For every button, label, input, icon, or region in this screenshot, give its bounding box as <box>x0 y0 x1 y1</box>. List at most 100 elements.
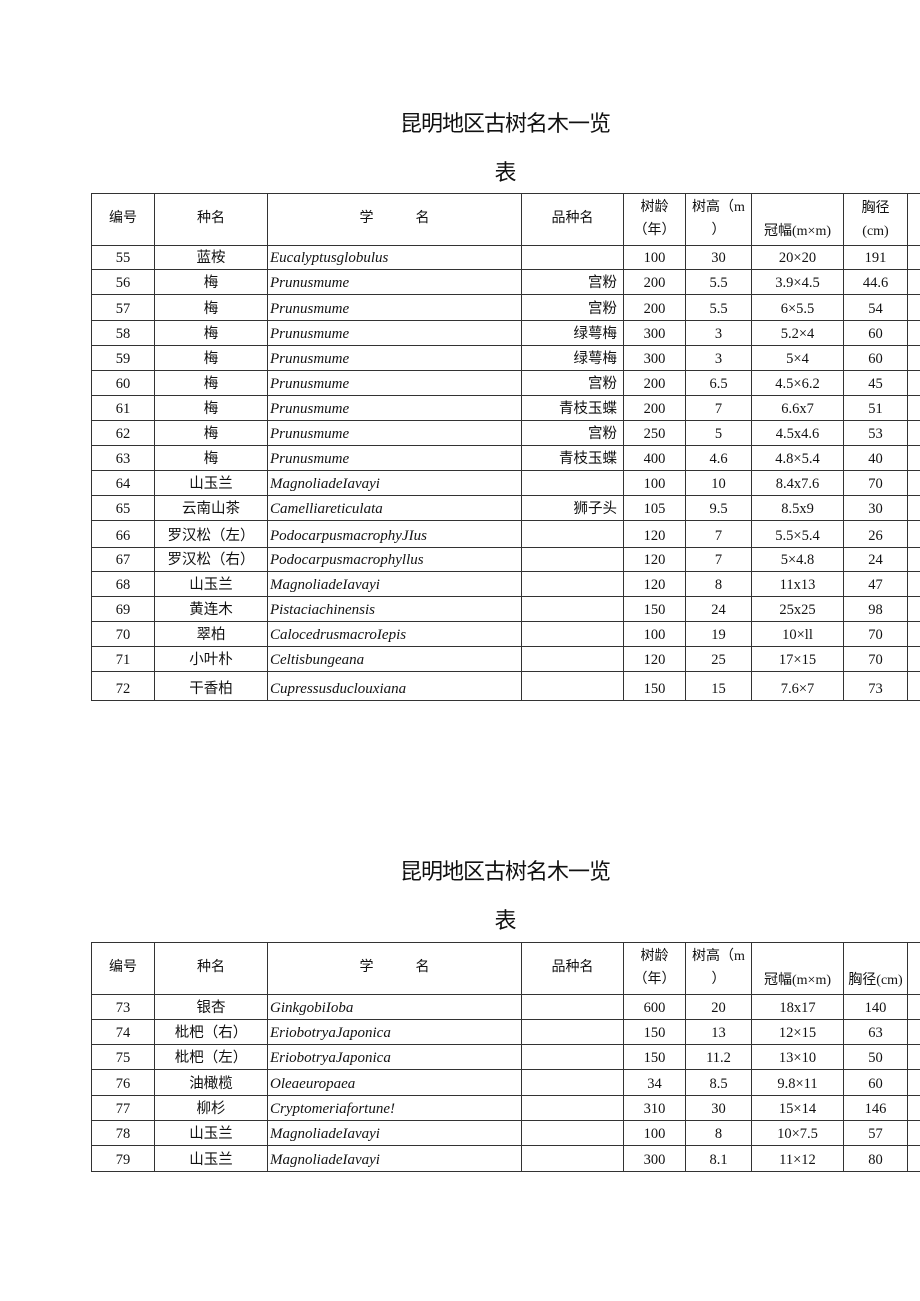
table-row: 67 罗汉松（右） Podocarpusmacrophyllus 120 7 5×4.8 2… <box>91 547 920 572</box>
cell-age: 200 <box>623 269 686 295</box>
cell-species: 油橄榄 <box>154 1069 268 1096</box>
cell-age: 300 <box>623 1145 686 1172</box>
cell-species: 云南山茶 <box>154 495 268 521</box>
cell-crown: 8.4x7.6 <box>751 470 844 496</box>
header-crown: 冠幅(m×m) <box>751 942 844 995</box>
cell-height: 7 <box>685 547 752 572</box>
cell-scientific-name: Prunusmume <box>267 445 522 471</box>
header-row: 编号 种名学 名品种名 树龄 （年） 树高（m ）冠幅(m×m) 胸径 (cm) <box>91 193 920 246</box>
cell-scientific-name: Prunusmume <box>267 370 522 396</box>
cell-variety <box>521 1120 624 1146</box>
header-crown: 冠幅(m×m) <box>751 193 844 246</box>
cell-crown: 17×15 <box>751 646 844 672</box>
cell-id: 73 <box>91 994 155 1020</box>
cell-extra <box>907 547 920 572</box>
cell-id: 74 <box>91 1019 155 1045</box>
cell-scientific-name: Podocarpusmacrophyllus <box>267 547 522 572</box>
table-row: 69 黄连木 Pistaciachinensis 150 24 25x25 98 <box>91 596 920 622</box>
cell-scientific-name: MagnoliadeIavayi <box>267 470 522 496</box>
header-height: 树高（m ） <box>685 193 752 246</box>
header-species: 种名 <box>154 193 268 246</box>
cell-variety <box>521 1069 624 1096</box>
cell-id: 56 <box>91 269 155 295</box>
cell-extra <box>907 1044 920 1070</box>
cell-height: 30 <box>685 1095 752 1121</box>
cell-crown: 5.5×5.4 <box>751 520 844 548</box>
cell-scientific-name: MagnoliadeIavayi <box>267 1120 522 1146</box>
cell-age: 310 <box>623 1095 686 1121</box>
cell-extra <box>907 395 920 421</box>
cell-crown: 18x17 <box>751 994 844 1020</box>
cell-dbh: 57 <box>843 1120 908 1146</box>
cell-variety: 绿萼梅 <box>521 345 624 371</box>
cell-age: 100 <box>623 621 686 647</box>
cell-species: 梅 <box>154 445 268 471</box>
table-1-title: 昆明地区古树名木一览 <box>399 112 611 137</box>
cell-crown: 4.5×6.2 <box>751 370 844 396</box>
cell-species: 黄连木 <box>154 596 268 622</box>
cell-variety <box>521 1145 624 1172</box>
cell-dbh: 80 <box>843 1145 908 1172</box>
cell-scientific-name: Prunusmume <box>267 420 522 446</box>
cell-height: 7 <box>685 520 752 548</box>
cell-variety: 绿萼梅 <box>521 320 624 346</box>
cell-dbh: 191 <box>843 245 908 270</box>
cell-age: 300 <box>623 345 686 371</box>
cell-extra <box>907 1120 920 1146</box>
cell-scientific-name: Camelliareticulata <box>267 495 522 521</box>
cell-height: 8.5 <box>685 1069 752 1096</box>
cell-age: 120 <box>623 547 686 572</box>
cell-age: 120 <box>623 520 686 548</box>
cell-variety: 宫粉 <box>521 294 624 321</box>
cell-height: 19 <box>685 621 752 647</box>
cell-scientific-name: Celtisbungeana <box>267 646 522 672</box>
cell-dbh: 50 <box>843 1044 908 1070</box>
cell-extra <box>907 470 920 496</box>
cell-crown: 10×7.5 <box>751 1120 844 1146</box>
ancient-trees-table-1: 编号 种名学 名品种名 树龄 （年） 树高（m ）冠幅(m×m) 胸径 (cm) 55 蓝桉… <box>91 193 920 701</box>
cell-age: 100 <box>623 245 686 270</box>
table-row: 71 小叶朴 Celtisbungeana 120 25 17×15 70 <box>91 646 920 672</box>
cell-variety <box>521 1095 624 1121</box>
cell-age: 300 <box>623 320 686 346</box>
cell-variety <box>521 245 624 270</box>
cell-dbh: 98 <box>843 596 908 622</box>
table-row: 59 梅 Prunusmume 绿萼梅 300 3 5×4 60 <box>91 345 920 371</box>
cell-variety <box>521 671 624 701</box>
cell-extra <box>907 571 920 597</box>
table-row: 65 云南山茶 Camelliareticulata 狮子头 105 9.5 8.5x9 30 <box>91 495 920 521</box>
cell-age: 200 <box>623 294 686 321</box>
cell-id: 71 <box>91 646 155 672</box>
cell-scientific-name: Cryptomeriafortune! <box>267 1095 522 1121</box>
cell-variety <box>521 1044 624 1070</box>
table-row: 56 梅 Prunusmume 宫粉 200 5.5 3.9×4.5 44.6 <box>91 269 920 295</box>
cell-dbh: 45 <box>843 370 908 396</box>
cell-id: 78 <box>91 1120 155 1146</box>
cell-species: 梅 <box>154 395 268 421</box>
cell-species: 山玉兰 <box>154 1120 268 1146</box>
ancient-trees-table-2: 编号 种名学 名品种名 树龄 （年） 树高（m ）冠幅(m×m) 胸径(cm) 73 银杏 G… <box>91 942 920 1172</box>
cell-scientific-name: Oleaeuropaea <box>267 1069 522 1096</box>
cell-crown: 5×4.8 <box>751 547 844 572</box>
cell-crown: 4.8×5.4 <box>751 445 844 471</box>
table-row: 60 梅 Prunusmume 宫粉 200 6.5 4.5×6.2 45 <box>91 370 920 396</box>
cell-variety: 青枝玉蝶 <box>521 445 624 471</box>
cell-variety <box>521 621 624 647</box>
cell-species: 枇杷（右） <box>154 1019 268 1045</box>
cell-crown: 25x25 <box>751 596 844 622</box>
cell-id: 64 <box>91 470 155 496</box>
cell-species: 柳杉 <box>154 1095 268 1121</box>
cell-crown: 6.6x7 <box>751 395 844 421</box>
cell-crown: 5.2×4 <box>751 320 844 346</box>
header-scientific-name: 学 名 <box>267 193 522 246</box>
cell-height: 11.2 <box>685 1044 752 1070</box>
cell-id: 72 <box>91 671 155 701</box>
cell-dbh: 44.6 <box>843 269 908 295</box>
cell-id: 76 <box>91 1069 155 1096</box>
cell-variety: 宫粉 <box>521 420 624 446</box>
cell-age: 120 <box>623 646 686 672</box>
cell-id: 63 <box>91 445 155 471</box>
table-row: 79 山玉兰 MagnoliadeIavayi 300 8.1 11×12 80 <box>91 1145 920 1172</box>
table-row: 62 梅 Prunusmume 宫粉 250 5 4.5x4.6 53 <box>91 420 920 446</box>
cell-scientific-name: CalocedrusmacroIepis <box>267 621 522 647</box>
